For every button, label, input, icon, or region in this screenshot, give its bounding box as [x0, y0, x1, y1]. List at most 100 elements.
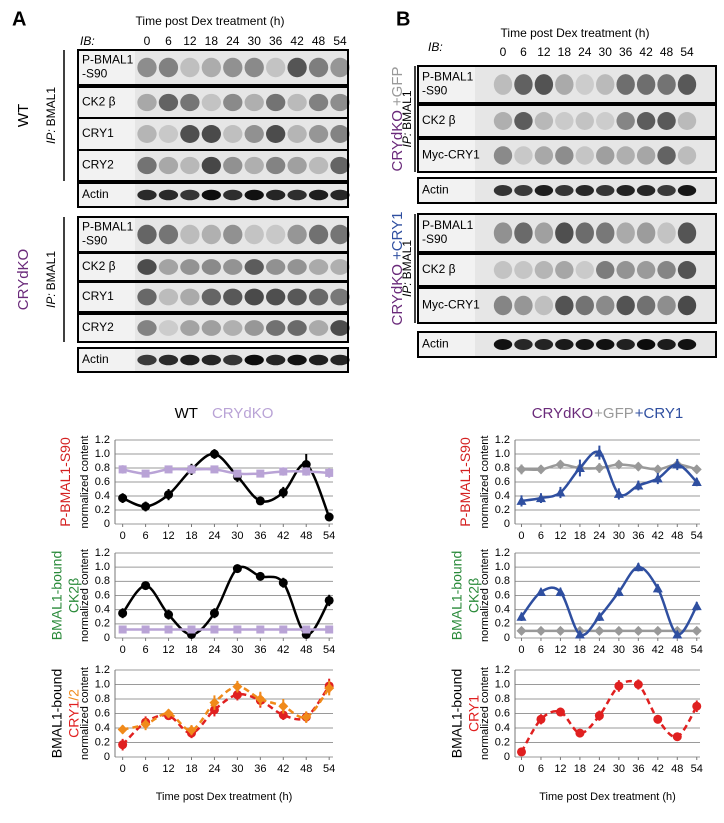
legend: CRYdKO+GFP+CRY1 — [532, 405, 684, 422]
point — [652, 473, 663, 483]
point — [536, 714, 546, 724]
row-label: CRY1 — [82, 289, 114, 303]
point — [141, 469, 150, 478]
label-bg — [419, 215, 475, 251]
row-label: CK2 β — [82, 95, 116, 109]
point — [594, 711, 604, 721]
x-tick-label: 0 — [120, 644, 126, 656]
point — [301, 712, 312, 723]
row-title-part: BMAL1-bound — [48, 551, 64, 641]
time-label: 42 — [290, 34, 304, 48]
time-label: 0 — [500, 45, 507, 59]
blot-band — [180, 156, 200, 175]
row-title: CK2β — [465, 578, 481, 613]
row-label: Actin — [82, 187, 109, 201]
point — [324, 595, 334, 605]
blot-title: Time post Dex treatment (h) — [501, 26, 650, 40]
x-tick-label: 18 — [574, 644, 586, 656]
y-tick-label: 0.2 — [495, 736, 510, 748]
blot-band — [534, 261, 554, 279]
x-tick-label: 54 — [691, 644, 703, 656]
point — [302, 625, 311, 634]
x-tick-label: 42 — [277, 763, 289, 775]
blot-band — [514, 261, 533, 279]
x-tick-label: 30 — [613, 530, 625, 542]
point — [256, 625, 265, 634]
blot-band — [555, 185, 574, 196]
y-tick-label: 1.0 — [95, 678, 110, 690]
point — [555, 707, 565, 717]
point — [232, 564, 242, 574]
blot-band — [201, 259, 221, 275]
y-tick-label: 0 — [104, 518, 110, 530]
blot-band — [244, 354, 264, 366]
row-label: -S90 — [422, 84, 448, 98]
y-tick-label: 0.4 — [495, 490, 510, 502]
side-part: +GFP — [389, 66, 406, 106]
blot-band — [287, 354, 307, 366]
point — [278, 578, 288, 588]
blot-band — [308, 320, 329, 336]
point — [163, 708, 174, 719]
blot-band — [555, 261, 574, 279]
label-bg — [79, 119, 135, 149]
x-tick-label: 24 — [208, 763, 220, 775]
blot-band — [308, 93, 329, 112]
ip-label: IP: BMAL1 — [400, 240, 414, 297]
x-tick-label: 6 — [538, 530, 544, 542]
label-bg — [419, 333, 475, 356]
blot-band — [555, 295, 574, 316]
x-tick-label: 30 — [613, 644, 625, 656]
blot-band — [201, 354, 221, 366]
blot-band — [636, 295, 656, 316]
point — [118, 493, 128, 503]
x-tick-label: 0 — [518, 644, 524, 656]
point — [141, 581, 151, 591]
blot-band — [330, 354, 350, 366]
blot-band — [287, 259, 307, 275]
blot-band — [266, 224, 286, 245]
y-tick-label: 1.2 — [495, 664, 510, 676]
row-title-part: /2 — [65, 689, 81, 701]
blot-band — [330, 125, 350, 143]
blot-band — [636, 112, 656, 130]
blot-band — [158, 224, 179, 245]
ip-label: IP: BMAL1 — [44, 251, 58, 308]
time-label: 54 — [333, 34, 347, 48]
x-tick-label: 36 — [254, 763, 266, 775]
point — [324, 512, 334, 522]
row-label: CRY1 — [82, 126, 114, 140]
series-line — [121, 565, 331, 636]
x-tick-label: 42 — [652, 763, 664, 775]
x-tick-label: 6 — [143, 530, 149, 542]
y-tick-label: 1.2 — [95, 434, 110, 446]
row-title-part: BMAL1-bound — [448, 669, 464, 759]
blot-band — [201, 93, 221, 112]
blot-band — [201, 189, 221, 201]
blot-band — [137, 288, 157, 306]
blot-band — [158, 93, 179, 112]
blot-band — [201, 57, 221, 78]
label-bg — [419, 179, 475, 202]
ip-prefix: IP: — [44, 129, 58, 144]
blot-band — [596, 261, 615, 279]
y-tick-label: 0.4 — [495, 722, 510, 734]
blot-band — [596, 146, 615, 165]
blot-band — [201, 288, 221, 306]
blot-band — [244, 320, 264, 336]
x-tick-label: 36 — [632, 530, 644, 542]
point — [140, 719, 151, 730]
point — [301, 460, 311, 469]
x-tick-label: 48 — [300, 530, 312, 542]
point — [594, 611, 605, 621]
point — [633, 480, 644, 490]
x-tick-label: 6 — [538, 763, 544, 775]
row-title-part: CK2β — [65, 578, 81, 613]
row-label: -S90 — [82, 234, 108, 248]
side-part: CRYdKO — [389, 110, 406, 171]
blot-band — [596, 295, 615, 316]
blot-band — [266, 189, 286, 201]
blot-band — [534, 295, 554, 316]
blot-band — [514, 222, 533, 244]
y-tick-label: 0.6 — [495, 589, 510, 601]
